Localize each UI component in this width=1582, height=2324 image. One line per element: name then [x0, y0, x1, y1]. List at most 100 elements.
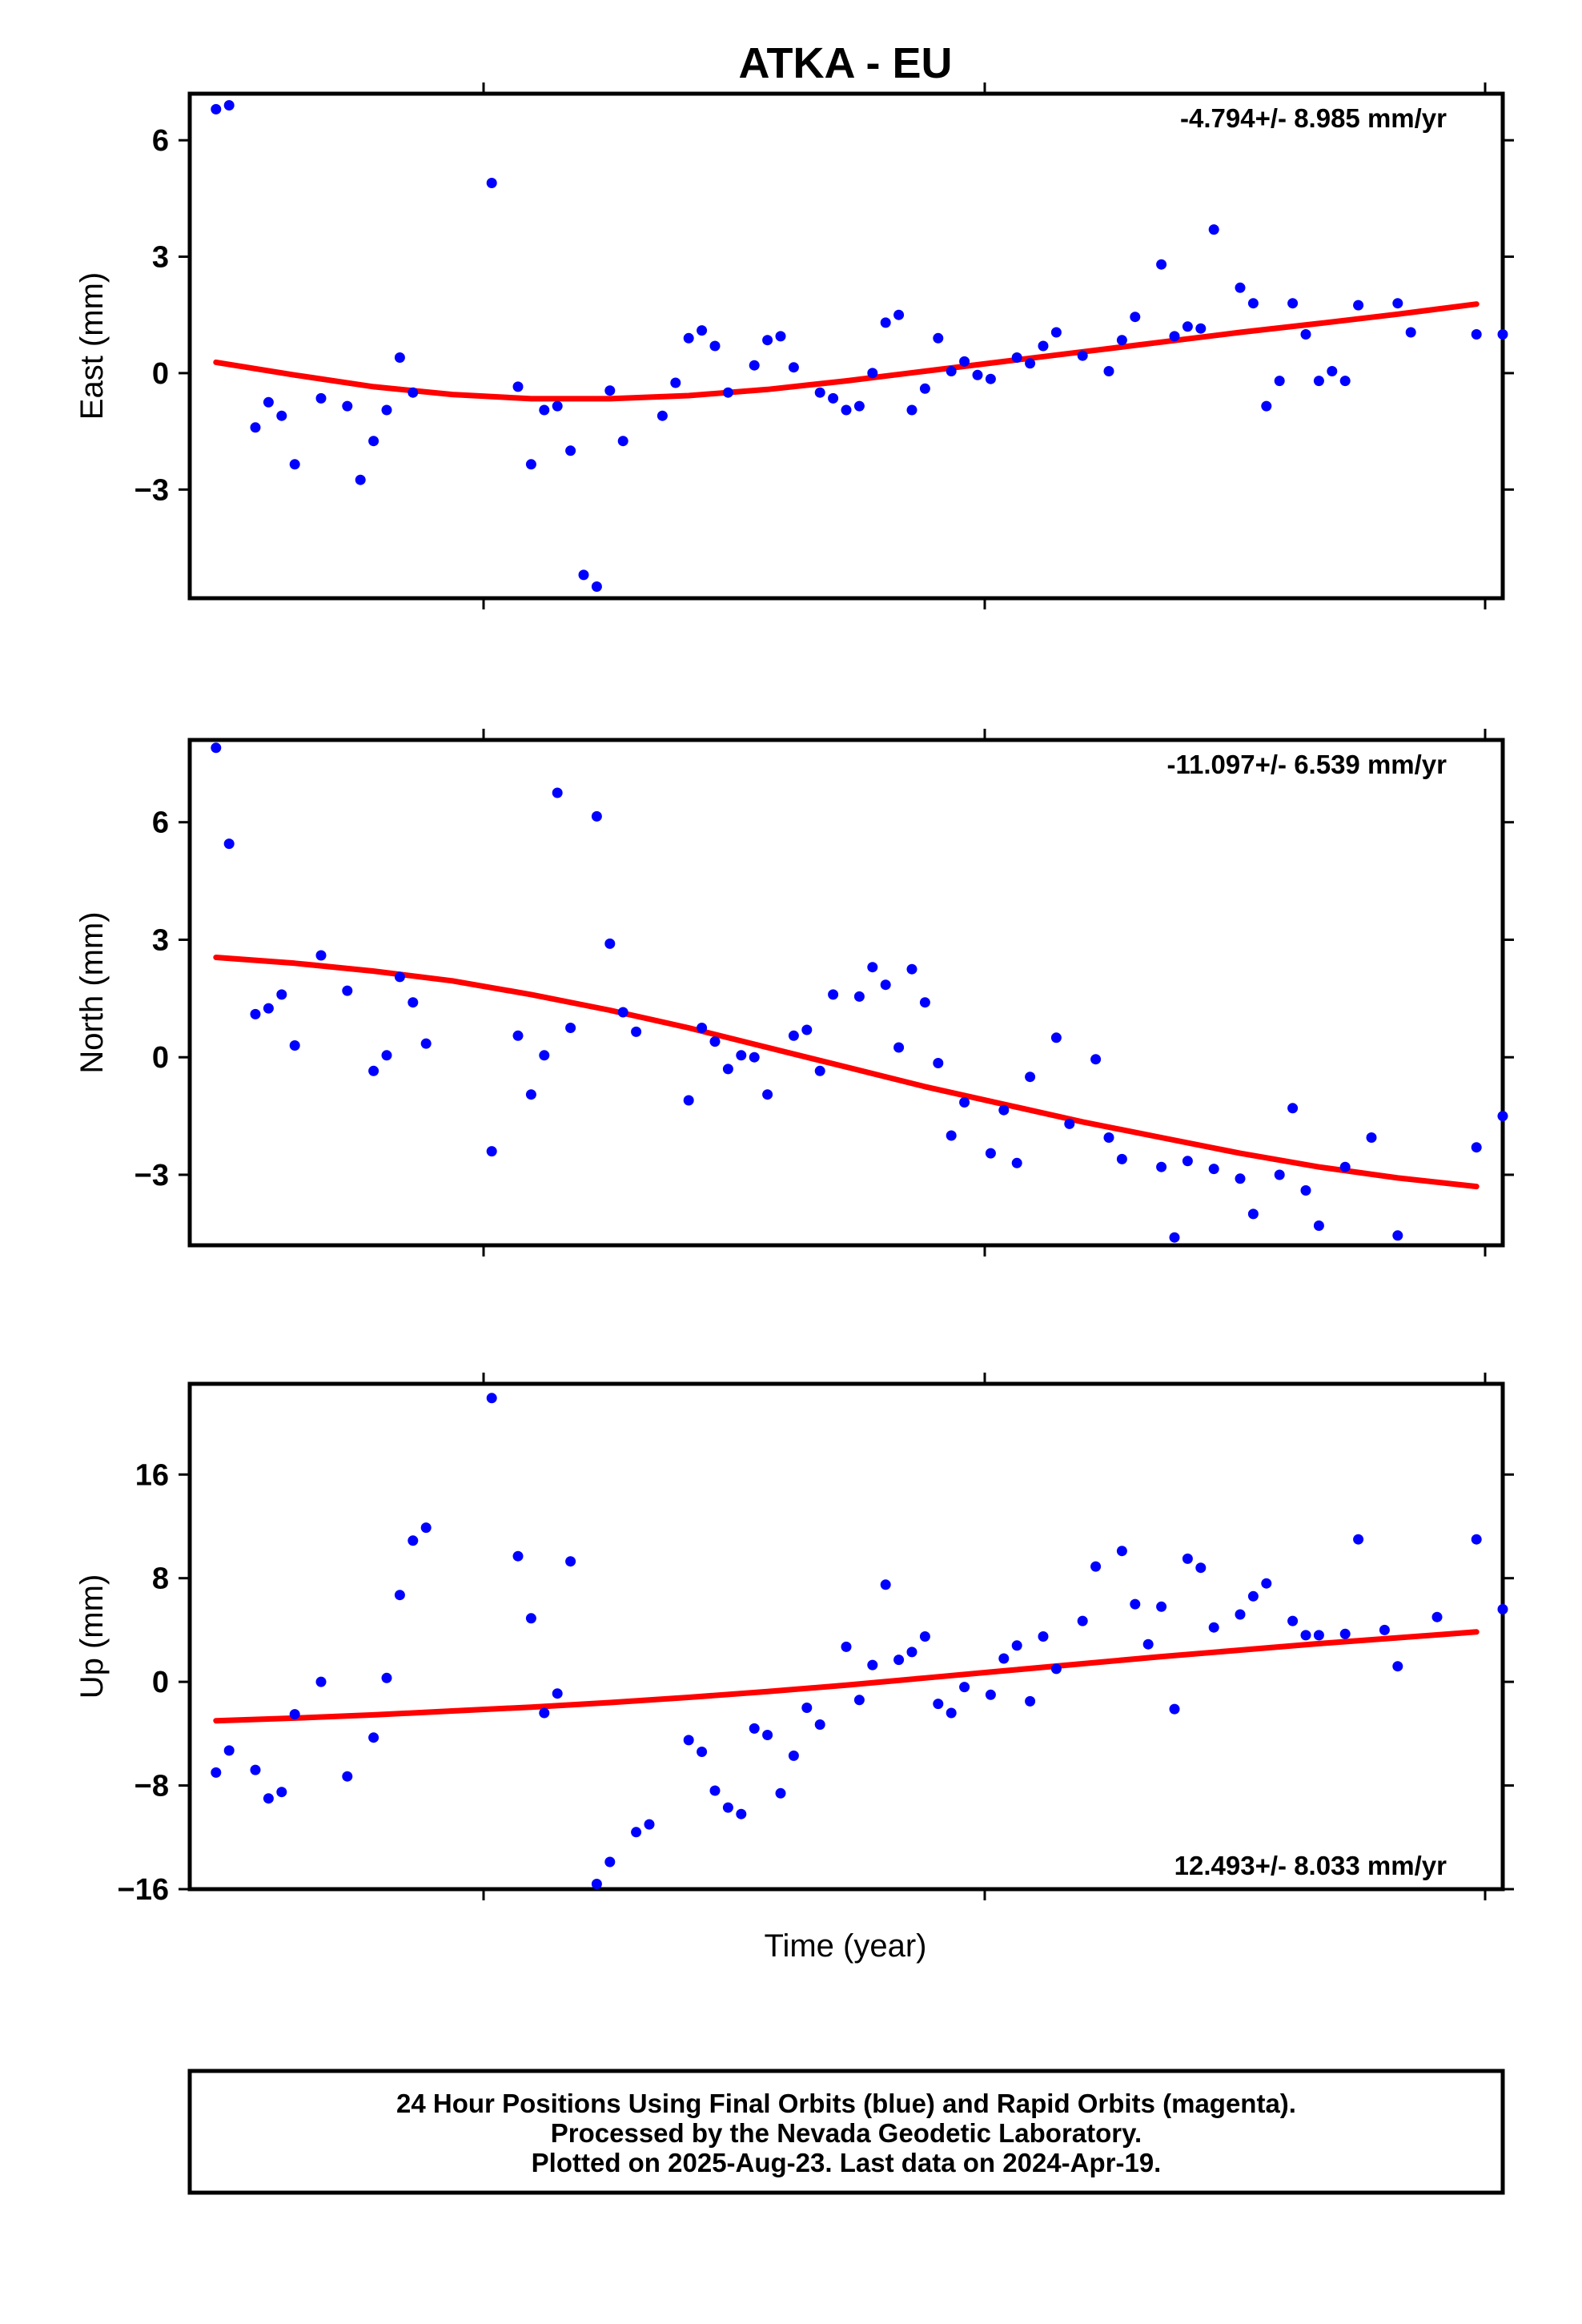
data-point — [1025, 1695, 1036, 1707]
data-point — [985, 1148, 996, 1159]
data-point — [1300, 329, 1311, 340]
data-point — [1116, 1546, 1127, 1557]
data-point — [867, 368, 878, 379]
data-point — [1300, 1185, 1311, 1196]
data-point — [1142, 1638, 1154, 1650]
data-point — [1471, 1534, 1482, 1545]
data-point — [368, 1732, 379, 1743]
data-point — [1353, 300, 1364, 311]
data-point — [408, 1535, 419, 1546]
plot-area — [211, 1393, 1508, 1889]
footer-box: 24 Hour Positions Using Final Orbits (bl… — [187, 2069, 1505, 2195]
data-point — [211, 742, 222, 754]
data-point — [998, 1653, 1010, 1664]
data-point — [1130, 312, 1141, 323]
data-point — [315, 950, 327, 961]
data-point — [683, 332, 694, 344]
panel-up: 16 8 0 −8 −16 Up (mm) 12.493+/- 8.033 mm/yr — [74, 1373, 1514, 1907]
data-point — [1247, 1208, 1259, 1220]
data-point — [289, 459, 300, 470]
data-point — [841, 404, 852, 416]
data-point — [762, 1089, 773, 1100]
data-point — [1339, 1628, 1351, 1639]
data-point — [1339, 1161, 1351, 1172]
data-point — [1116, 335, 1127, 346]
data-point — [1235, 1173, 1246, 1184]
data-point — [1208, 1164, 1219, 1175]
data-point — [919, 1631, 930, 1642]
data-point — [342, 400, 353, 412]
data-point — [1287, 1103, 1299, 1114]
data-point — [617, 436, 628, 447]
panel-frame — [187, 738, 1505, 1248]
data-point — [775, 331, 786, 342]
plot-area — [211, 742, 1508, 1243]
data-point — [841, 1641, 852, 1652]
data-point — [276, 1787, 287, 1798]
footer-line-2: Processed by the Nevada Geodetic Laborat… — [551, 2118, 1142, 2148]
data-point — [1103, 1132, 1114, 1143]
data-point — [933, 1699, 944, 1710]
data-point — [617, 1007, 628, 1018]
data-point — [539, 404, 550, 416]
data-point — [801, 1024, 813, 1035]
data-point — [1169, 1232, 1180, 1243]
data-point — [1182, 1156, 1193, 1167]
data-point — [867, 1659, 878, 1671]
data-point — [919, 997, 930, 1008]
data-point — [223, 1745, 235, 1756]
data-point — [828, 989, 839, 1000]
data-point — [1313, 376, 1324, 387]
plot-area — [211, 100, 1508, 592]
data-point — [1050, 327, 1062, 338]
panel-north: 6 3 0 −3 North (mm) -11.097+/- 6.539 mm/yr — [74, 729, 1514, 1256]
data-point — [959, 1682, 970, 1693]
fit-curve — [213, 955, 1480, 1190]
data-point — [893, 309, 905, 320]
data-point — [722, 1802, 733, 1813]
data-point — [736, 1050, 747, 1061]
data-point — [906, 1647, 917, 1658]
data-point — [946, 1707, 957, 1719]
y-tick-label: 3 — [152, 241, 169, 275]
data-point — [211, 1767, 222, 1778]
data-point — [591, 810, 602, 822]
data-point — [1261, 400, 1272, 412]
data-point — [276, 410, 287, 421]
data-point — [591, 1879, 602, 1889]
chart-title: ATKA - EU — [739, 39, 953, 87]
rate-annotation: -11.097+/- 6.539 mm/yr — [1167, 750, 1447, 779]
data-point — [1287, 1615, 1299, 1626]
rate-annotation: -4.794+/- 8.985 mm/yr — [1180, 103, 1447, 133]
data-point — [946, 1130, 957, 1141]
footer-line-3: Plotted on 2025-Aug-23. Last data on 202… — [532, 2148, 1162, 2177]
data-point — [880, 1579, 891, 1590]
data-point — [985, 1689, 996, 1700]
data-point — [1497, 1111, 1508, 1122]
data-point — [525, 459, 536, 470]
data-point — [1497, 1604, 1508, 1614]
data-point — [289, 1709, 300, 1720]
panel-frame — [187, 91, 1505, 601]
data-point — [394, 971, 405, 983]
data-point — [722, 1063, 733, 1075]
data-point — [1339, 376, 1351, 387]
data-point — [250, 422, 261, 433]
data-point — [722, 387, 733, 398]
data-point — [1038, 1631, 1049, 1642]
data-point — [1064, 1118, 1075, 1129]
data-point — [1182, 1553, 1193, 1564]
data-point — [1077, 1615, 1088, 1626]
data-point — [565, 1556, 576, 1567]
data-point — [1431, 1611, 1443, 1622]
data-point — [867, 962, 878, 973]
data-point — [853, 400, 865, 412]
data-point — [959, 356, 970, 367]
data-point — [1274, 1169, 1285, 1180]
data-point — [1156, 1161, 1167, 1172]
data-point — [1300, 1630, 1311, 1641]
y-tick-label: −3 — [135, 473, 169, 507]
data-point — [565, 1023, 576, 1033]
data-point — [263, 396, 274, 408]
data-point — [1025, 1072, 1036, 1083]
